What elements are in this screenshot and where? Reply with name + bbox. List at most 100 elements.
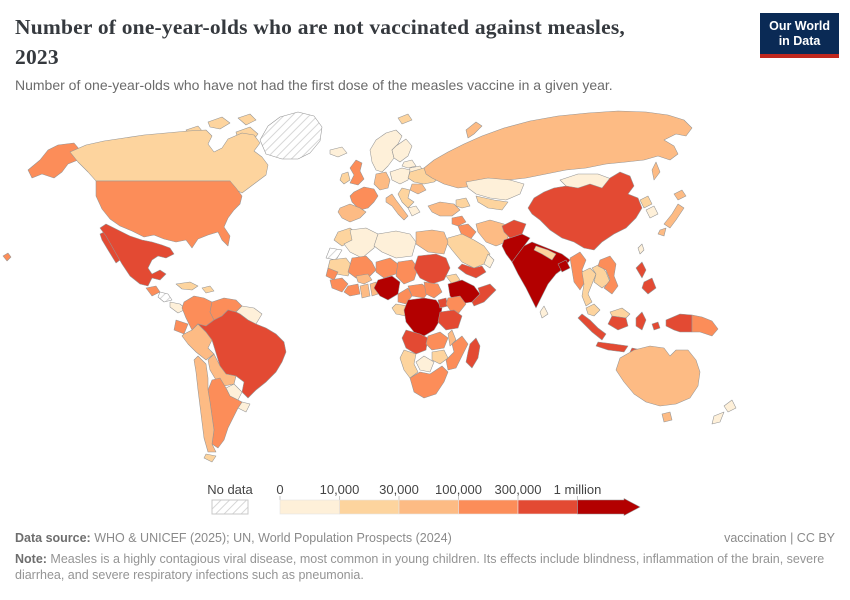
country-chile[interactable]: [193, 355, 217, 453]
country-baltics[interactable]: [401, 159, 417, 169]
country-borneo-south[interactable]: [607, 315, 629, 331]
country-finland[interactable]: [391, 138, 413, 163]
country-panama[interactable]: [169, 301, 187, 314]
country-vietnam[interactable]: [597, 255, 619, 295]
country-mali[interactable]: [347, 255, 377, 279]
country-yemen[interactable]: [457, 263, 487, 279]
country-svalbard[interactable]: [397, 113, 413, 125]
country-usa[interactable]: [95, 180, 243, 249]
country-turkey[interactable]: [427, 201, 461, 217]
country-sakhalin[interactable]: [651, 161, 661, 181]
country-scandinavia[interactable]: [369, 129, 403, 173]
country-kazakhstan[interactable]: [465, 177, 525, 201]
country-mozambique[interactable]: [445, 335, 469, 371]
country-syria[interactable]: [451, 215, 467, 227]
country-tanzania[interactable]: [437, 309, 463, 331]
legend-bin-5-arrow[interactable]: [577, 498, 641, 516]
country-nicaragua[interactable]: [157, 291, 173, 303]
country-south-africa[interactable]: [409, 365, 449, 399]
country-bangladesh[interactable]: [557, 259, 571, 273]
country-java[interactable]: [595, 341, 629, 353]
country-drc[interactable]: [403, 297, 443, 337]
country-sumatra[interactable]: [577, 313, 607, 341]
legend-bin-4[interactable]: [517, 499, 578, 515]
country-nigeria[interactable]: [373, 275, 401, 301]
country-guatemala[interactable]: [145, 285, 161, 297]
country-russia[interactable]: [423, 110, 693, 189]
country-cuba[interactable]: [175, 281, 199, 291]
country-bolivia[interactable]: [207, 353, 237, 387]
country-italy[interactable]: [385, 193, 409, 221]
country-hawaii[interactable]: [2, 252, 12, 262]
country-philippines-south[interactable]: [641, 277, 657, 295]
country-ireland[interactable]: [339, 171, 351, 185]
country-balkans[interactable]: [397, 187, 415, 209]
country-namibia[interactable]: [399, 349, 419, 379]
country-ecuador[interactable]: [173, 319, 189, 335]
country-burkina[interactable]: [355, 273, 373, 285]
country-caucasus[interactable]: [455, 197, 471, 209]
owid-logo[interactable]: Our World in Data: [760, 13, 839, 58]
country-iceland[interactable]: [329, 146, 348, 158]
country-malawi[interactable]: [447, 329, 457, 347]
country-greenland[interactable]: [259, 111, 323, 160]
country-japan-kyushu[interactable]: [657, 227, 667, 237]
country-brazil[interactable]: [197, 309, 287, 399]
country-south-sudan[interactable]: [423, 281, 443, 299]
country-sri-lanka[interactable]: [539, 305, 549, 319]
country-guinea[interactable]: [329, 277, 349, 293]
country-germany[interactable]: [373, 171, 391, 191]
country-south-korea[interactable]: [645, 205, 659, 219]
country-libya[interactable]: [373, 230, 417, 259]
country-malaysia[interactable]: [585, 303, 601, 317]
country-madagascar[interactable]: [465, 337, 481, 369]
country-thailand[interactable]: [581, 267, 597, 307]
country-novaya-zemlya[interactable]: [465, 121, 483, 139]
country-north-korea[interactable]: [639, 195, 653, 209]
legend-bin-2[interactable]: [398, 499, 459, 515]
country-zimbabwe[interactable]: [431, 349, 449, 365]
country-hispaniola[interactable]: [201, 285, 215, 294]
country-arctic-island-2[interactable]: [237, 113, 257, 126]
country-japan-honshu[interactable]: [663, 203, 685, 229]
country-china[interactable]: [527, 171, 643, 251]
country-niger[interactable]: [375, 257, 399, 279]
country-tasmania[interactable]: [661, 411, 673, 423]
country-oman[interactable]: [483, 253, 495, 269]
country-chad[interactable]: [395, 259, 419, 285]
country-ghana[interactable]: [359, 283, 371, 299]
legend-bin-3[interactable]: [458, 499, 519, 515]
country-nz-north[interactable]: [723, 399, 737, 413]
country-romania[interactable]: [409, 183, 427, 195]
country-zambia[interactable]: [425, 331, 449, 351]
country-tierra-del-fuego[interactable]: [203, 453, 217, 463]
license-link[interactable]: vaccination | CC BY: [724, 531, 835, 545]
legend-bin-1[interactable]: [339, 499, 400, 515]
country-alaska[interactable]: [27, 142, 81, 179]
country-mexico[interactable]: [99, 223, 175, 287]
country-arctic-island-1[interactable]: [207, 116, 231, 130]
country-botswana[interactable]: [415, 355, 435, 373]
country-png[interactable]: [691, 314, 719, 337]
country-new-guinea-west[interactable]: [665, 313, 693, 333]
legend-bin-0[interactable]: [279, 499, 340, 515]
country-taiwan[interactable]: [637, 243, 645, 255]
country-cote-divoire[interactable]: [343, 283, 361, 297]
country-angola[interactable]: [401, 329, 429, 355]
country-w-sahara[interactable]: [325, 247, 343, 261]
country-poland[interactable]: [389, 167, 411, 185]
country-japan-hokkaido[interactable]: [673, 189, 687, 201]
country-moluccas[interactable]: [651, 321, 661, 331]
country-greece[interactable]: [407, 205, 421, 217]
country-nepal[interactable]: [533, 245, 557, 261]
country-somalia[interactable]: [471, 283, 497, 307]
country-central-asia[interactable]: [475, 195, 509, 211]
country-peru[interactable]: [181, 323, 215, 361]
country-philippines-north[interactable]: [635, 261, 647, 279]
country-france[interactable]: [349, 186, 379, 211]
legend-no-data-swatch[interactable]: [211, 499, 249, 515]
country-sulawesi[interactable]: [635, 311, 647, 331]
country-nz-south[interactable]: [711, 411, 725, 425]
country-borneo-north[interactable]: [609, 307, 631, 319]
country-uk[interactable]: [349, 159, 365, 186]
